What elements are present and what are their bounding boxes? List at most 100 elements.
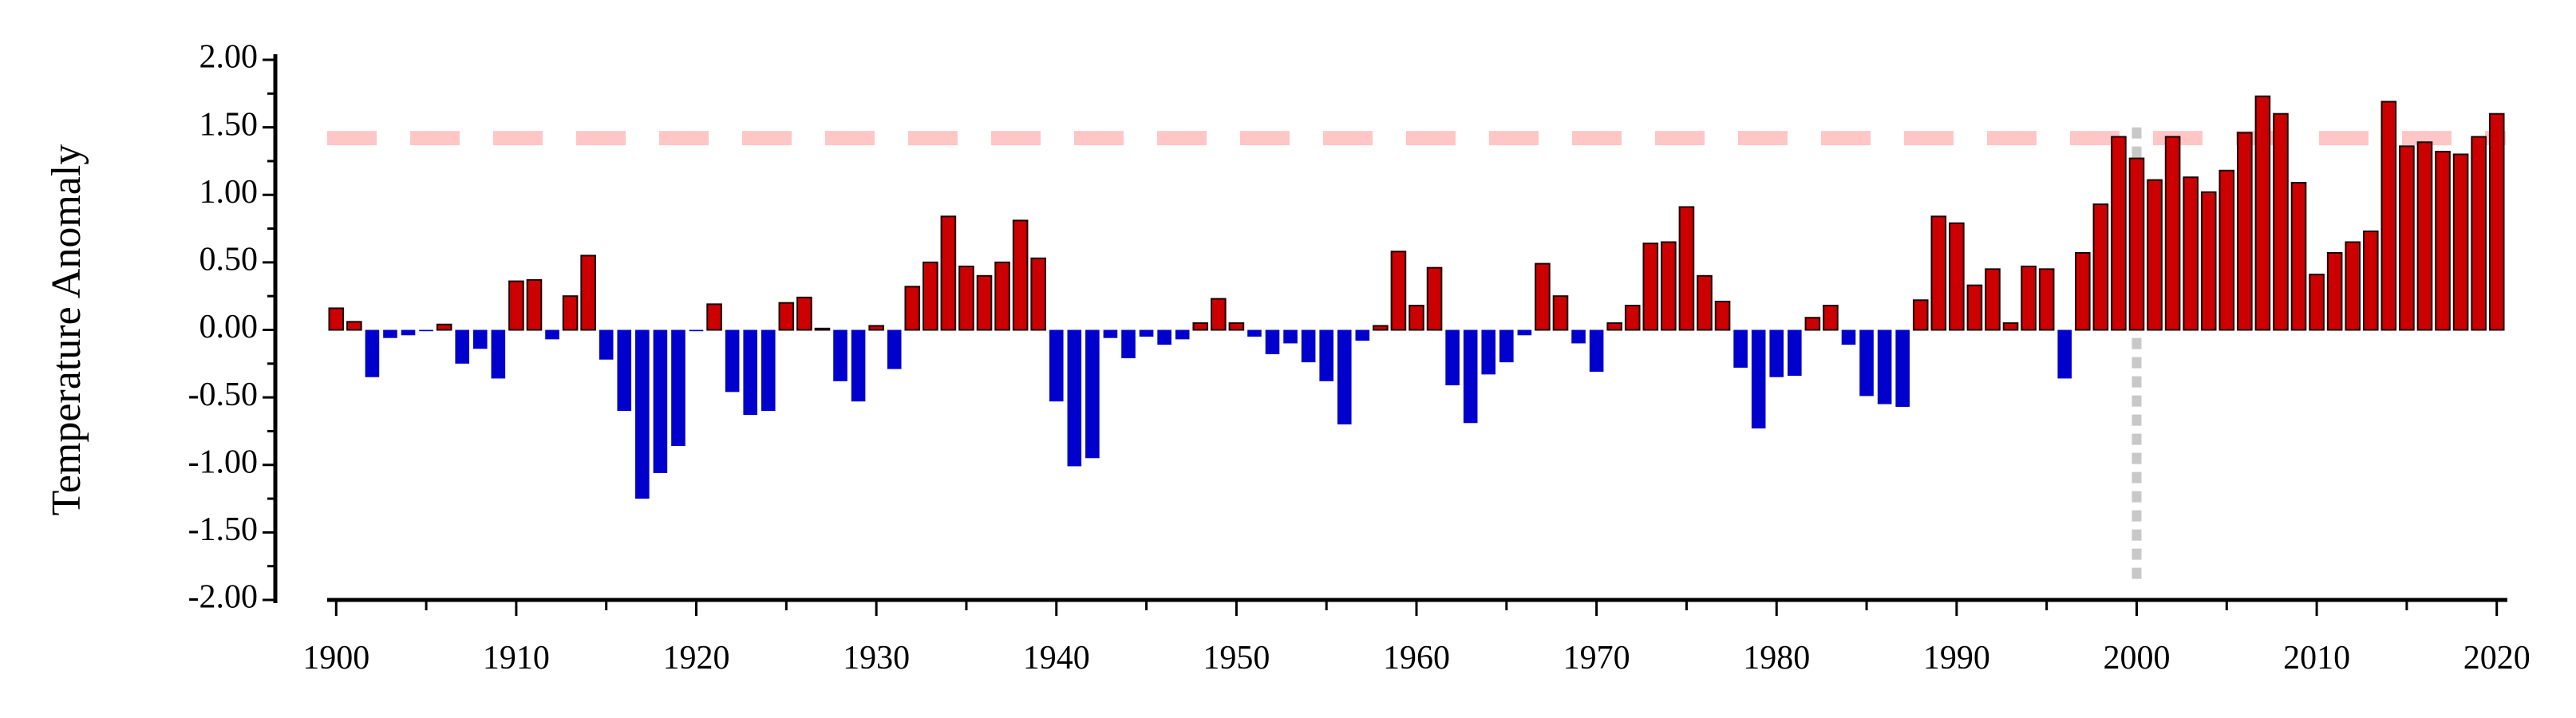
x-tick-label: 1990	[1923, 640, 1990, 677]
bar-1953	[1283, 329, 1298, 344]
bar-2007	[2254, 95, 2271, 331]
bar-1952	[1265, 329, 1280, 354]
bar-2003	[2183, 176, 2199, 331]
bar-1933	[923, 261, 938, 331]
bar-1928	[833, 329, 847, 381]
bar-2020	[2488, 112, 2505, 331]
bar-1942	[1085, 329, 1100, 459]
bar-1907	[455, 329, 470, 364]
bar-1997	[2074, 252, 2091, 331]
bar-1903	[383, 329, 397, 338]
bar-1908	[472, 329, 488, 349]
bar-1961	[1426, 266, 1443, 331]
bar-1973	[1642, 243, 1659, 331]
bar-1947	[1175, 329, 1190, 340]
bar-2013	[2362, 230, 2379, 331]
bar-1946	[1157, 329, 1171, 345]
y-tick-label: -1.00	[188, 444, 259, 480]
bar-1978	[1733, 329, 1748, 368]
bar-1932	[904, 286, 921, 331]
bar-2004	[2200, 191, 2217, 331]
bar-1988	[1912, 299, 1929, 331]
bar-1911	[526, 278, 543, 331]
bar-1902	[365, 329, 380, 377]
y-tick-label: 0.50	[200, 242, 259, 278]
bar-1924	[761, 329, 776, 412]
bar-1992	[1985, 268, 2001, 331]
bar-1934	[940, 215, 957, 331]
x-axis-ticks: 1900 1910 1920 1930 1940 1950 1960 1970 1980 1990…	[302, 600, 2531, 677]
bar-1901	[346, 321, 362, 331]
bar-1918	[653, 329, 668, 473]
bar-1943	[1103, 329, 1118, 338]
bar-1996	[2057, 329, 2072, 379]
bar-1940	[1049, 329, 1064, 402]
bar-1976	[1697, 274, 1713, 331]
bar-1939	[1030, 257, 1046, 331]
bar-1982	[1804, 317, 1821, 331]
bar-2002	[2164, 136, 2181, 331]
x-tick-label: 2010	[2283, 640, 2350, 677]
bar-1950	[1228, 322, 1245, 331]
bar-2017	[2435, 151, 2451, 331]
y-tick-label: -0.50	[188, 377, 259, 413]
bar-1963	[1463, 329, 1478, 424]
bar-1938	[1012, 219, 1029, 331]
bar-1984	[1841, 329, 1856, 345]
bar-1922	[725, 329, 740, 393]
bar-1905	[419, 329, 433, 332]
bar-2010	[2309, 274, 2325, 331]
bar-2006	[2237, 132, 2253, 331]
bar-1986	[1877, 329, 1892, 404]
x-tick-label: 1900	[302, 640, 369, 677]
bar-1927	[814, 327, 831, 331]
x-tick-label: 1970	[1563, 640, 1630, 677]
bar-1989	[1930, 215, 1947, 331]
bar-1979	[1751, 329, 1766, 429]
bar-1994	[2021, 265, 2037, 331]
bar-1958	[1373, 325, 1389, 331]
bar-1904	[401, 329, 416, 336]
bar-2009	[2290, 182, 2307, 331]
bar-1985	[1859, 329, 1874, 396]
bar-2014	[2380, 101, 2397, 331]
x-tick-label: 1980	[1743, 640, 1810, 677]
bar-1999	[2111, 136, 2127, 331]
bar-1926	[796, 296, 812, 331]
bar-1935	[958, 265, 974, 331]
bar-1944	[1121, 329, 1136, 359]
bars-group	[328, 95, 2505, 499]
bar-1948	[1192, 322, 1209, 331]
bar-1954	[1301, 329, 1316, 363]
y-tick-label: 1.00	[200, 174, 259, 211]
bar-1991	[1966, 284, 1983, 331]
bar-1968	[1552, 295, 1569, 331]
bar-1970	[1589, 329, 1604, 372]
x-tick-label: 1910	[483, 640, 550, 677]
bar-1956	[1337, 329, 1352, 424]
bar-1959	[1390, 251, 1407, 331]
y-tick-label: -1.50	[188, 511, 259, 548]
bar-2008	[2273, 112, 2289, 331]
bar-2019	[2471, 136, 2487, 331]
bar-1965	[1499, 329, 1514, 363]
bar-1945	[1139, 329, 1154, 337]
bar-1909	[491, 329, 506, 379]
bar-1914	[580, 254, 596, 331]
bar-1977	[1714, 300, 1731, 331]
x-tick-label: 1960	[1383, 640, 1450, 677]
bar-1912	[545, 329, 559, 340]
bar-1964	[1481, 329, 1496, 375]
bar-1971	[1606, 322, 1622, 331]
x-tick-label: 1950	[1203, 640, 1270, 677]
y-axis-title: Temperature Anomaly	[44, 144, 89, 516]
bar-1915	[599, 329, 614, 360]
bar-1967	[1535, 262, 1551, 331]
bar-2012	[2345, 241, 2361, 331]
y-tick-label: 1.50	[200, 106, 259, 143]
x-tick-label: 2000	[2103, 640, 2170, 677]
bar-1983	[1823, 305, 1839, 331]
bar-1923	[743, 329, 758, 416]
bar-1960	[1409, 305, 1424, 331]
bar-2011	[2326, 252, 2343, 331]
